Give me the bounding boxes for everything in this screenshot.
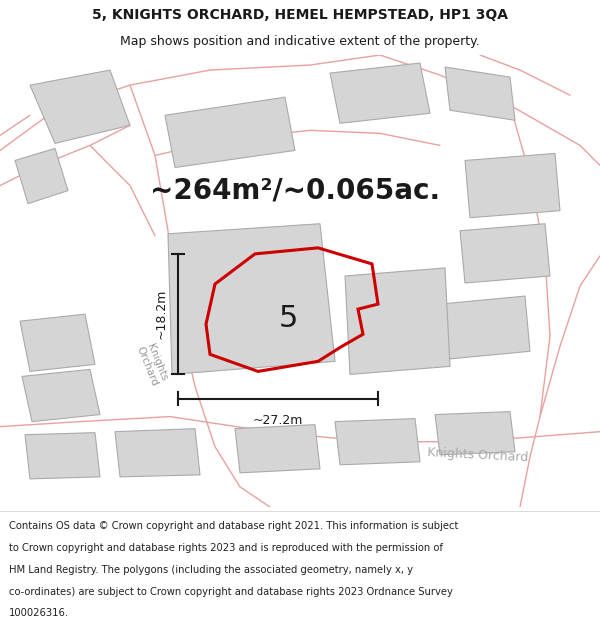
Polygon shape bbox=[20, 314, 95, 371]
Text: Map shows position and indicative extent of the property.: Map shows position and indicative extent… bbox=[120, 35, 480, 48]
Text: to Crown copyright and database rights 2023 and is reproduced with the permissio: to Crown copyright and database rights 2… bbox=[9, 543, 443, 553]
Text: ~18.2m: ~18.2m bbox=[155, 289, 168, 339]
Text: ~264m²/~0.065ac.: ~264m²/~0.065ac. bbox=[150, 177, 440, 204]
Polygon shape bbox=[435, 412, 515, 455]
Text: 5: 5 bbox=[278, 304, 298, 332]
Polygon shape bbox=[168, 224, 335, 374]
Text: HM Land Registry. The polygons (including the associated geometry, namely x, y: HM Land Registry. The polygons (includin… bbox=[9, 565, 413, 575]
Text: co-ordinates) are subject to Crown copyright and database rights 2023 Ordnance S: co-ordinates) are subject to Crown copyr… bbox=[9, 587, 453, 597]
Text: Knights Orchard: Knights Orchard bbox=[427, 446, 529, 464]
Polygon shape bbox=[30, 70, 130, 143]
Polygon shape bbox=[335, 419, 420, 465]
Text: Contains OS data © Crown copyright and database right 2021. This information is : Contains OS data © Crown copyright and d… bbox=[9, 521, 458, 531]
Polygon shape bbox=[15, 148, 68, 204]
Text: 100026316.: 100026316. bbox=[9, 609, 69, 619]
Polygon shape bbox=[25, 432, 100, 479]
Polygon shape bbox=[330, 63, 430, 123]
Polygon shape bbox=[235, 424, 320, 473]
Text: Knights
Orchard: Knights Orchard bbox=[134, 341, 170, 388]
Polygon shape bbox=[22, 369, 100, 422]
Polygon shape bbox=[465, 153, 560, 218]
Text: ~27.2m: ~27.2m bbox=[253, 414, 303, 427]
Polygon shape bbox=[460, 224, 550, 283]
Text: 5, KNIGHTS ORCHARD, HEMEL HEMPSTEAD, HP1 3QA: 5, KNIGHTS ORCHARD, HEMEL HEMPSTEAD, HP1… bbox=[92, 8, 508, 22]
Polygon shape bbox=[115, 429, 200, 477]
Polygon shape bbox=[440, 296, 530, 359]
Polygon shape bbox=[445, 67, 515, 120]
Polygon shape bbox=[345, 268, 450, 374]
Polygon shape bbox=[165, 97, 295, 168]
